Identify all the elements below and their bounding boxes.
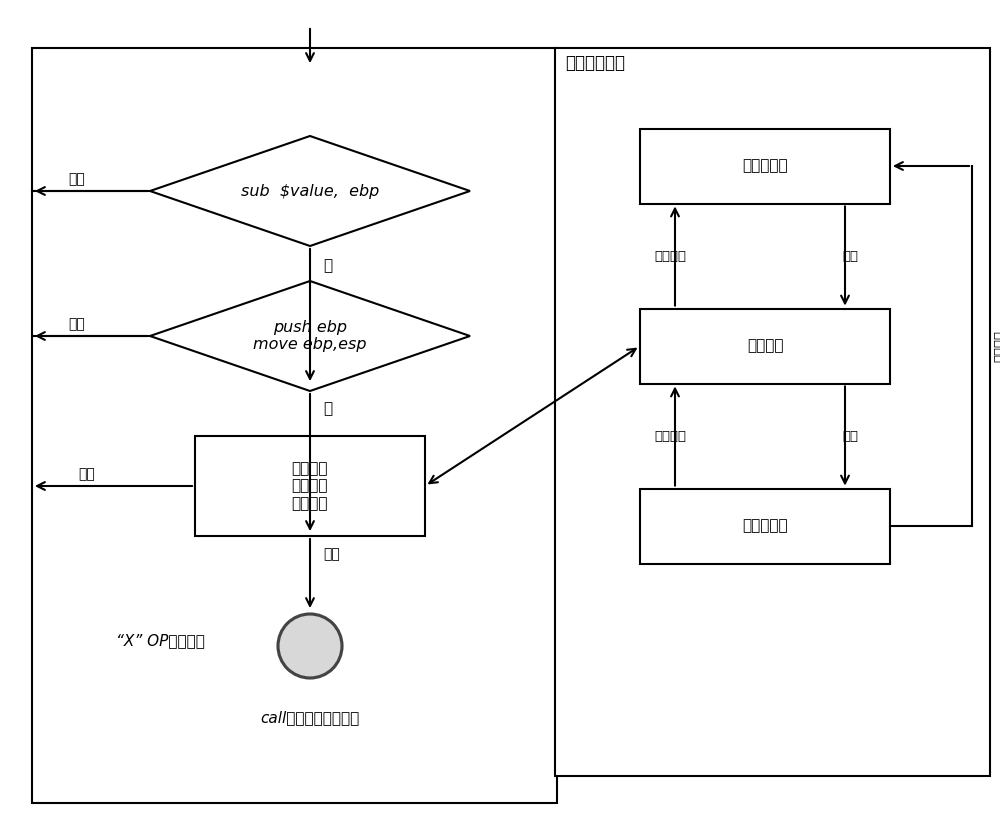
Text: 否: 否 [323,259,333,273]
Text: 搜索: 搜索 [842,250,858,263]
Text: sub  $value,  ebp: sub $value, ebp [241,184,379,199]
Text: call指令行为特征检测: call指令行为特征检测 [260,710,360,726]
Text: 数据搜索模块: 数据搜索模块 [565,54,625,72]
Text: 返回数据: 返回数据 [654,250,686,263]
FancyBboxPatch shape [640,129,890,204]
Text: !: ! [304,632,316,660]
FancyBboxPatch shape [195,436,425,536]
Text: 二级缓存区: 二级缓存区 [742,519,788,534]
Polygon shape [150,136,470,246]
Text: 返回数据: 返回数据 [654,429,686,443]
FancyBboxPatch shape [32,48,557,803]
Text: 返回: 返回 [79,467,95,481]
Text: 返回: 返回 [69,172,85,186]
Text: 否: 否 [323,401,333,416]
FancyBboxPatch shape [640,488,890,563]
Text: push ebp
move ebp,esp: push ebp move ebp,esp [253,320,367,352]
Text: 一级缓存区: 一级缓存区 [742,158,788,173]
Text: 地址判别
特征分析
特征匹配: 地址判别 特征分析 特征匹配 [292,461,328,511]
Text: 警告: 警告 [324,547,340,561]
Text: “X” OP攻击警告: “X” OP攻击警告 [116,634,205,649]
Text: 数据搜索: 数据搜索 [747,338,783,354]
FancyBboxPatch shape [555,48,990,776]
Text: 插入数据: 插入数据 [993,330,1000,362]
Circle shape [278,614,342,678]
Polygon shape [150,281,470,391]
FancyBboxPatch shape [640,309,890,383]
Text: 返回: 返回 [69,317,85,331]
Text: 搜索: 搜索 [842,429,858,443]
